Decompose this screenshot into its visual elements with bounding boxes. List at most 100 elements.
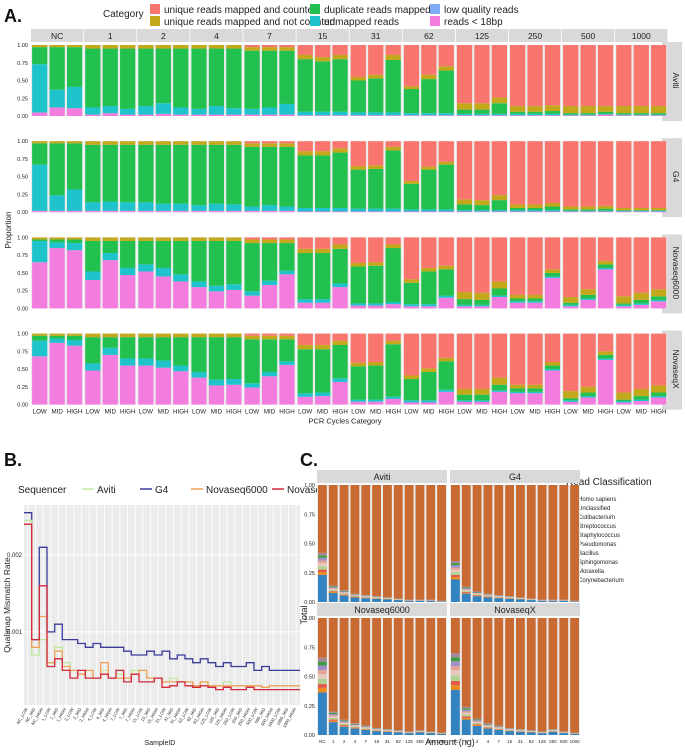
panel-a-bar-segment — [438, 265, 454, 270]
panel-a-bar-segment — [208, 337, 225, 380]
panel-a-bar-segment — [49, 141, 65, 144]
panel-a-bar-segment — [173, 337, 189, 366]
panel-a-bar-segment — [527, 141, 543, 205]
panel-c-bar-segment — [437, 733, 446, 735]
panel-c-bar-segment — [451, 561, 460, 564]
panel-a-bar-segment — [208, 285, 225, 292]
panel-a-bar-segment — [633, 333, 649, 389]
panel-a-bar-segment — [385, 141, 401, 147]
panel-c-bar-segment — [318, 678, 327, 685]
panel-a-bar-segment — [244, 146, 260, 207]
panel-c-bar-segment — [451, 618, 460, 654]
panel-a-bar-segment — [138, 141, 154, 145]
panel-a-bar-segment — [350, 305, 366, 309]
panel-a-bar-segment — [332, 287, 348, 309]
panel-a-bar-segment — [456, 211, 473, 213]
panel-a-legend-key — [430, 16, 440, 26]
panel-a-bar-segment — [138, 48, 154, 107]
panel-a-bar-segment — [120, 333, 136, 338]
panel-c-bar-segment — [548, 618, 558, 730]
panel-a-bar-segment — [421, 141, 437, 167]
panel-a-bar-segment — [544, 105, 561, 112]
panel-c-bar-segment — [415, 485, 425, 600]
panel-a-ytick: 1.00 — [17, 332, 28, 338]
panel-c-bar-segment — [339, 725, 349, 727]
panel-a-bar-segment — [120, 267, 136, 276]
panel-c-bar-segment — [570, 485, 579, 601]
panel-a-bar-segment — [527, 301, 543, 303]
panel-c-bar-segment — [393, 618, 403, 731]
panel-a-bar-segment — [49, 242, 65, 249]
panel-a-bar-segment — [597, 260, 614, 265]
panel-a-bar-segment — [438, 115, 454, 116]
panel-a-bar-segment — [544, 272, 561, 277]
panel-a-bar-segment — [368, 208, 384, 212]
panel-a-bar-segment — [120, 114, 136, 116]
panel-a-bar-segment — [315, 45, 331, 58]
panel-c-legend-label: Pseudomonas — [578, 542, 616, 548]
panel-c-bar-segment — [318, 684, 327, 688]
panel-a-col-strip-label: 2 — [161, 31, 166, 41]
panel-a-bar-segment — [403, 333, 420, 376]
panel-a-ytick: 0.25 — [17, 385, 28, 391]
panel-a-bar-segment — [510, 106, 526, 112]
panel-a-bar-segment — [456, 333, 473, 389]
panel-c-bar-segment — [472, 719, 482, 721]
panel-a-xtick: MID — [529, 409, 541, 416]
panel-a-bar-segment — [66, 243, 83, 251]
panel-a-bar-segment — [261, 280, 278, 285]
panel-a-bar-segment — [527, 204, 543, 208]
panel-a-bar-segment — [138, 240, 154, 265]
panel-c-bar-segment — [472, 725, 482, 735]
panel-a-bar-segment — [491, 390, 507, 392]
panel-a-bar-segment — [208, 144, 225, 204]
panel-c-bar-segment — [361, 598, 371, 602]
panel-a-col-strip — [349, 29, 402, 42]
panel-a-bar-segment — [49, 210, 65, 213]
panel-a-bar-segment — [438, 269, 454, 296]
panel-a-xtick: LOW — [298, 409, 312, 416]
panel-a-bar-segment — [368, 211, 384, 213]
panel-c-bar-segment — [339, 594, 349, 596]
panel-b-xtick: 2_MID — [72, 707, 83, 720]
panel-c-bar-segment — [451, 565, 460, 568]
panel-c-bar-segment — [318, 485, 327, 553]
panel-a-xtick: HIGH — [120, 409, 135, 416]
panel-a-col-strip — [508, 29, 562, 42]
panel-c-bar-segment — [505, 485, 514, 597]
panel-c-xtick: 1 — [465, 739, 468, 744]
panel-a-bar-segment — [421, 237, 437, 268]
panel-c-bar-segment — [461, 593, 471, 602]
panel-a-bar-segment — [138, 210, 154, 213]
panel-c-bar-segment — [472, 618, 482, 719]
panel-a-bar-segment — [527, 298, 543, 302]
panel-a-bar-segment — [49, 237, 65, 240]
panel-a-bar-segment — [244, 143, 260, 147]
panel-c-bar-segment — [461, 592, 471, 594]
panel-a-bar-segment — [85, 363, 101, 371]
panel-a-bar-segment — [597, 111, 614, 114]
panel-c-bar-segment — [328, 588, 338, 590]
panel-a-bar-segment — [527, 211, 543, 213]
panel-a-bar-segment — [616, 399, 632, 402]
panel-a-bar-segment — [421, 169, 437, 210]
panel-a-bar-segment — [66, 141, 83, 144]
panel-a-bar-segment — [474, 306, 490, 309]
panel-a-bar-segment — [332, 207, 348, 212]
panel-a-bar-segment — [66, 335, 83, 340]
panel-b-xtick: 2_HIGH — [78, 707, 90, 723]
panel-a-bar-segment — [597, 333, 614, 352]
panel-c-bar-segment — [328, 716, 338, 718]
panel-a-bar-segment — [491, 297, 507, 309]
panel-a-bar-segment — [438, 333, 454, 358]
panel-a-bar-segment — [474, 299, 490, 305]
panel-a-bar-segment — [580, 333, 596, 387]
panel-a-bar-segment — [102, 210, 118, 213]
panel-a-bar-segment — [368, 78, 384, 113]
panel-a-bar-segment — [385, 54, 401, 60]
panel-a-bar-segment — [563, 209, 579, 211]
panel-a-xtick: MID — [582, 409, 594, 416]
panel-a-col-strip-label: 15 — [318, 31, 328, 41]
panel-a-bar-segment — [580, 106, 596, 114]
panel-a-bar-segment — [315, 61, 331, 112]
